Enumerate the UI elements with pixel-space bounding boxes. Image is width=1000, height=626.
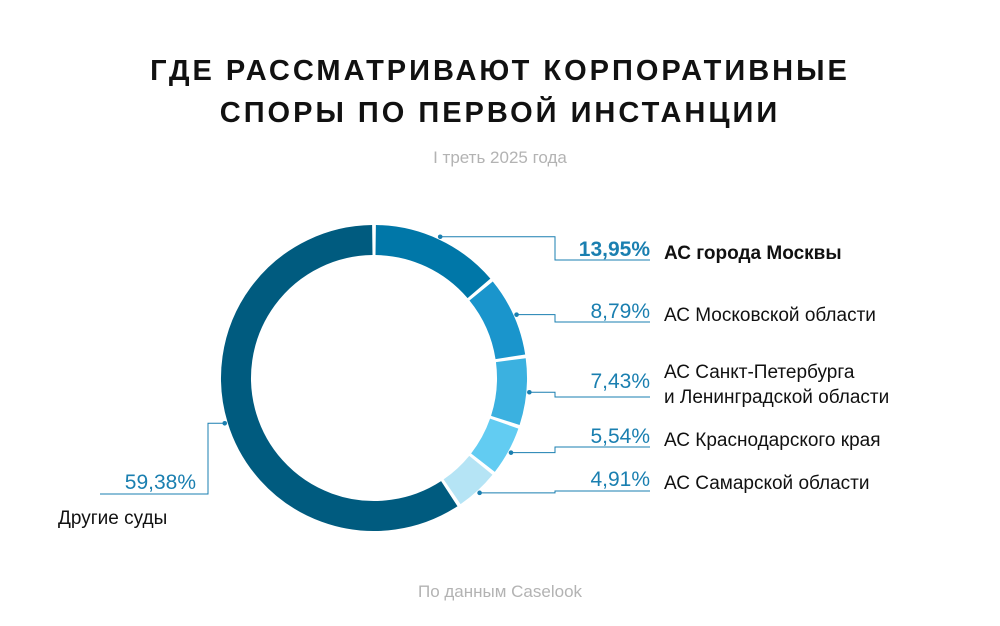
category-label: и Ленинградской области (664, 387, 889, 408)
chart-title-line-1: ГДЕ РАССМАТРИВАЮТ КОРПОРАТИВНЫЕ (150, 55, 850, 87)
donut-slice (469, 281, 526, 360)
donut-slice (221, 225, 458, 531)
value-label: 4,91% (590, 468, 650, 491)
category-label: АС Санкт-Петербурга (664, 362, 855, 383)
value-label: 13,95% (579, 238, 651, 261)
value-label: 59,38% (125, 471, 196, 494)
donut-slice (443, 455, 493, 505)
value-label: 8,79% (590, 300, 650, 323)
chart-subtitle: I треть 2025 года (433, 148, 567, 167)
category-label: АС Московской области (664, 305, 876, 326)
value-label: 7,43% (590, 370, 650, 393)
leader-line (479, 490, 650, 494)
chart-title: ГДЕ РАССМАТРИВАЮТ КОРПОРАТИВНЫЕ СПОРЫ ПО… (0, 50, 1000, 134)
chart-title-line-2: СПОРЫ ПО ПЕРВОЙ ИНСТАНЦИИ (219, 97, 781, 129)
donut-slice (490, 358, 527, 426)
category-label: Другие суды (58, 508, 167, 529)
donut-slice (375, 225, 491, 299)
donut-slice (470, 418, 519, 472)
category-label: АС Краснодарского края (664, 430, 881, 451)
value-label: 5,54% (590, 425, 650, 448)
leader-line (510, 446, 650, 454)
leader-line (529, 391, 650, 398)
source-note: По данным Caselook (417, 582, 583, 601)
leader-line (100, 422, 225, 495)
leader-line (516, 314, 650, 323)
category-label: АС Самарской области (664, 473, 870, 494)
leader-line (440, 236, 650, 261)
category-label: АС города Москвы (664, 243, 842, 264)
